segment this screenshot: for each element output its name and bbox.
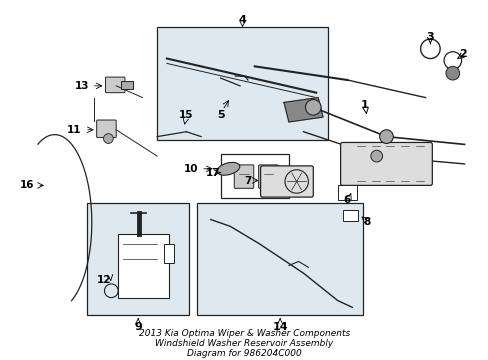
FancyBboxPatch shape <box>234 165 253 188</box>
Text: 7: 7 <box>244 176 251 185</box>
Bar <box>87 203 189 315</box>
Circle shape <box>305 99 321 115</box>
Text: 1: 1 <box>361 100 368 111</box>
Bar <box>337 185 356 200</box>
Text: 8: 8 <box>363 217 370 228</box>
Text: 2013 Kia Optima Wiper & Washer Components
Windshield Washer Reservoir Assembly
D: 2013 Kia Optima Wiper & Washer Component… <box>139 329 349 358</box>
Text: 15: 15 <box>179 110 193 120</box>
Bar <box>342 210 357 221</box>
FancyBboxPatch shape <box>105 77 125 93</box>
Circle shape <box>445 66 459 80</box>
FancyBboxPatch shape <box>97 120 116 138</box>
Text: 5: 5 <box>216 110 224 120</box>
Text: 12: 12 <box>97 275 111 285</box>
Bar <box>163 244 173 264</box>
Text: 11: 11 <box>67 125 81 135</box>
FancyBboxPatch shape <box>260 166 313 197</box>
Text: 9: 9 <box>134 322 142 332</box>
Text: 16: 16 <box>20 180 35 190</box>
Polygon shape <box>284 98 323 122</box>
FancyBboxPatch shape <box>258 165 278 188</box>
Bar <box>121 81 133 89</box>
Text: 6: 6 <box>343 195 350 205</box>
Text: 3: 3 <box>426 32 433 42</box>
Bar <box>220 154 288 198</box>
FancyBboxPatch shape <box>340 143 431 185</box>
Bar <box>157 27 327 140</box>
Bar <box>118 234 168 298</box>
Circle shape <box>379 130 392 143</box>
Text: 4: 4 <box>238 14 246 24</box>
Text: 2: 2 <box>458 49 466 59</box>
Circle shape <box>370 150 382 162</box>
Text: 14: 14 <box>272 322 287 332</box>
Text: 10: 10 <box>183 164 198 174</box>
Bar <box>197 203 362 315</box>
Text: 17: 17 <box>205 168 220 178</box>
Text: 13: 13 <box>75 81 89 91</box>
Circle shape <box>103 134 113 143</box>
Ellipse shape <box>217 162 239 175</box>
